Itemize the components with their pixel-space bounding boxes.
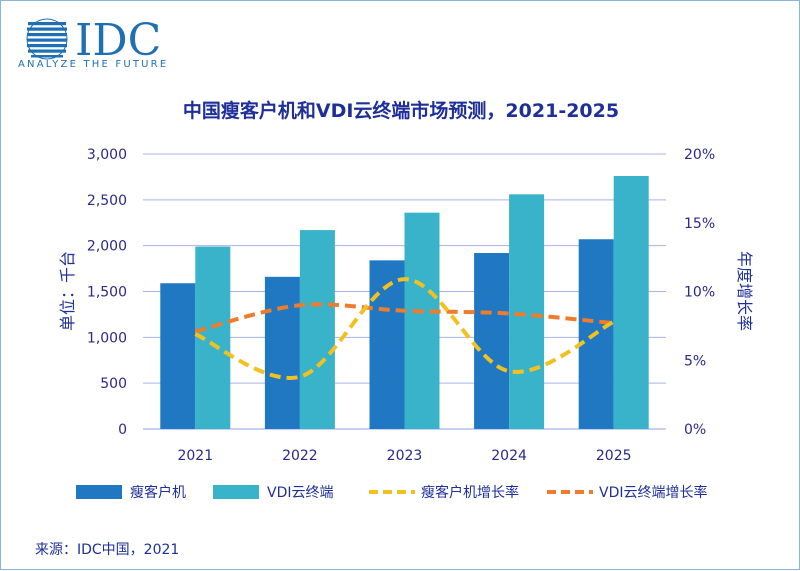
legend-label-thin-client-growth: 瘦客户机增长率 <box>421 484 519 501</box>
x-tick-label: 2024 <box>491 448 527 464</box>
y-tick-label: 1,000 <box>87 330 127 346</box>
x-tick-label: 2023 <box>387 448 423 464</box>
y-tick-label: 1,500 <box>87 285 127 301</box>
y2-tick-label: 0% <box>684 422 706 438</box>
bars <box>160 176 649 429</box>
legend-label-thin-client: 瘦客户机 <box>130 484 186 501</box>
y-tick-labels: 0 500 1,000 1,500 2,000 2,500 3,000 <box>87 147 127 438</box>
idc-logo: IDC ANALYZE THE FUTURE <box>18 15 168 70</box>
bar-thin-client <box>264 276 300 429</box>
x-tick-label: 2025 <box>596 448 632 464</box>
bar-thin-client <box>474 253 510 429</box>
globe-icon <box>26 18 68 60</box>
y-axis-title: 单位：千台 <box>58 251 77 331</box>
x-tick-label: 2022 <box>282 448 318 464</box>
chart-title: 中国瘦客户机和VDI云终端市场预测，2021-2025 <box>183 99 619 122</box>
x-tick-label: 2021 <box>177 448 213 464</box>
y2-tick-label: 5% <box>684 353 706 369</box>
line-vdi-growth <box>194 302 614 334</box>
legend-swatch-thin-client <box>76 485 122 499</box>
growth-lines <box>194 277 615 380</box>
y-tick-label: 500 <box>100 376 127 392</box>
idc-tagline: ANALYZE THE FUTURE <box>18 59 168 70</box>
line-thin-client-growth <box>194 277 615 380</box>
legend-item-vdi: VDI云终端 <box>213 485 334 501</box>
y-tick-label: 0 <box>118 422 127 438</box>
legend-swatch-vdi <box>213 485 259 499</box>
y2-tick-label: 20% <box>684 147 715 163</box>
y2-tick-label: 10% <box>684 285 715 301</box>
y2-axis-title: 年度增长率 <box>735 251 754 331</box>
bar-vdi <box>613 176 649 429</box>
legend-item-thin-client: 瘦客户机 <box>76 484 186 501</box>
legend-item-thin-client-growth: 瘦客户机增长率 <box>369 484 519 501</box>
legend-label-vdi-growth: VDI云终端增长率 <box>599 484 708 501</box>
bar-vdi <box>404 212 440 429</box>
legend: 瘦客户机 VDI云终端 瘦客户机增长率 VDI云终端增长率 <box>76 484 708 501</box>
legend-item-vdi-growth: VDI云终端增长率 <box>547 484 708 501</box>
source-note: 来源：IDC中国，2021 <box>35 542 179 558</box>
idc-logo-text: IDC <box>75 15 161 66</box>
bar-thin-client <box>160 283 196 429</box>
y2-tick-label: 15% <box>684 216 715 232</box>
bar-vdi <box>509 194 545 429</box>
y2-tick-labels: 0% 5% 10% 15% 20% <box>684 147 715 438</box>
legend-label-vdi: VDI云终端 <box>267 485 334 501</box>
y-tick-label: 2,500 <box>87 193 127 209</box>
y-tick-label: 3,000 <box>87 147 127 163</box>
y-tick-label: 2,000 <box>87 239 127 255</box>
bar-vdi <box>299 230 335 429</box>
x-tick-labels: 2021 2022 2023 2024 2025 <box>177 448 631 464</box>
